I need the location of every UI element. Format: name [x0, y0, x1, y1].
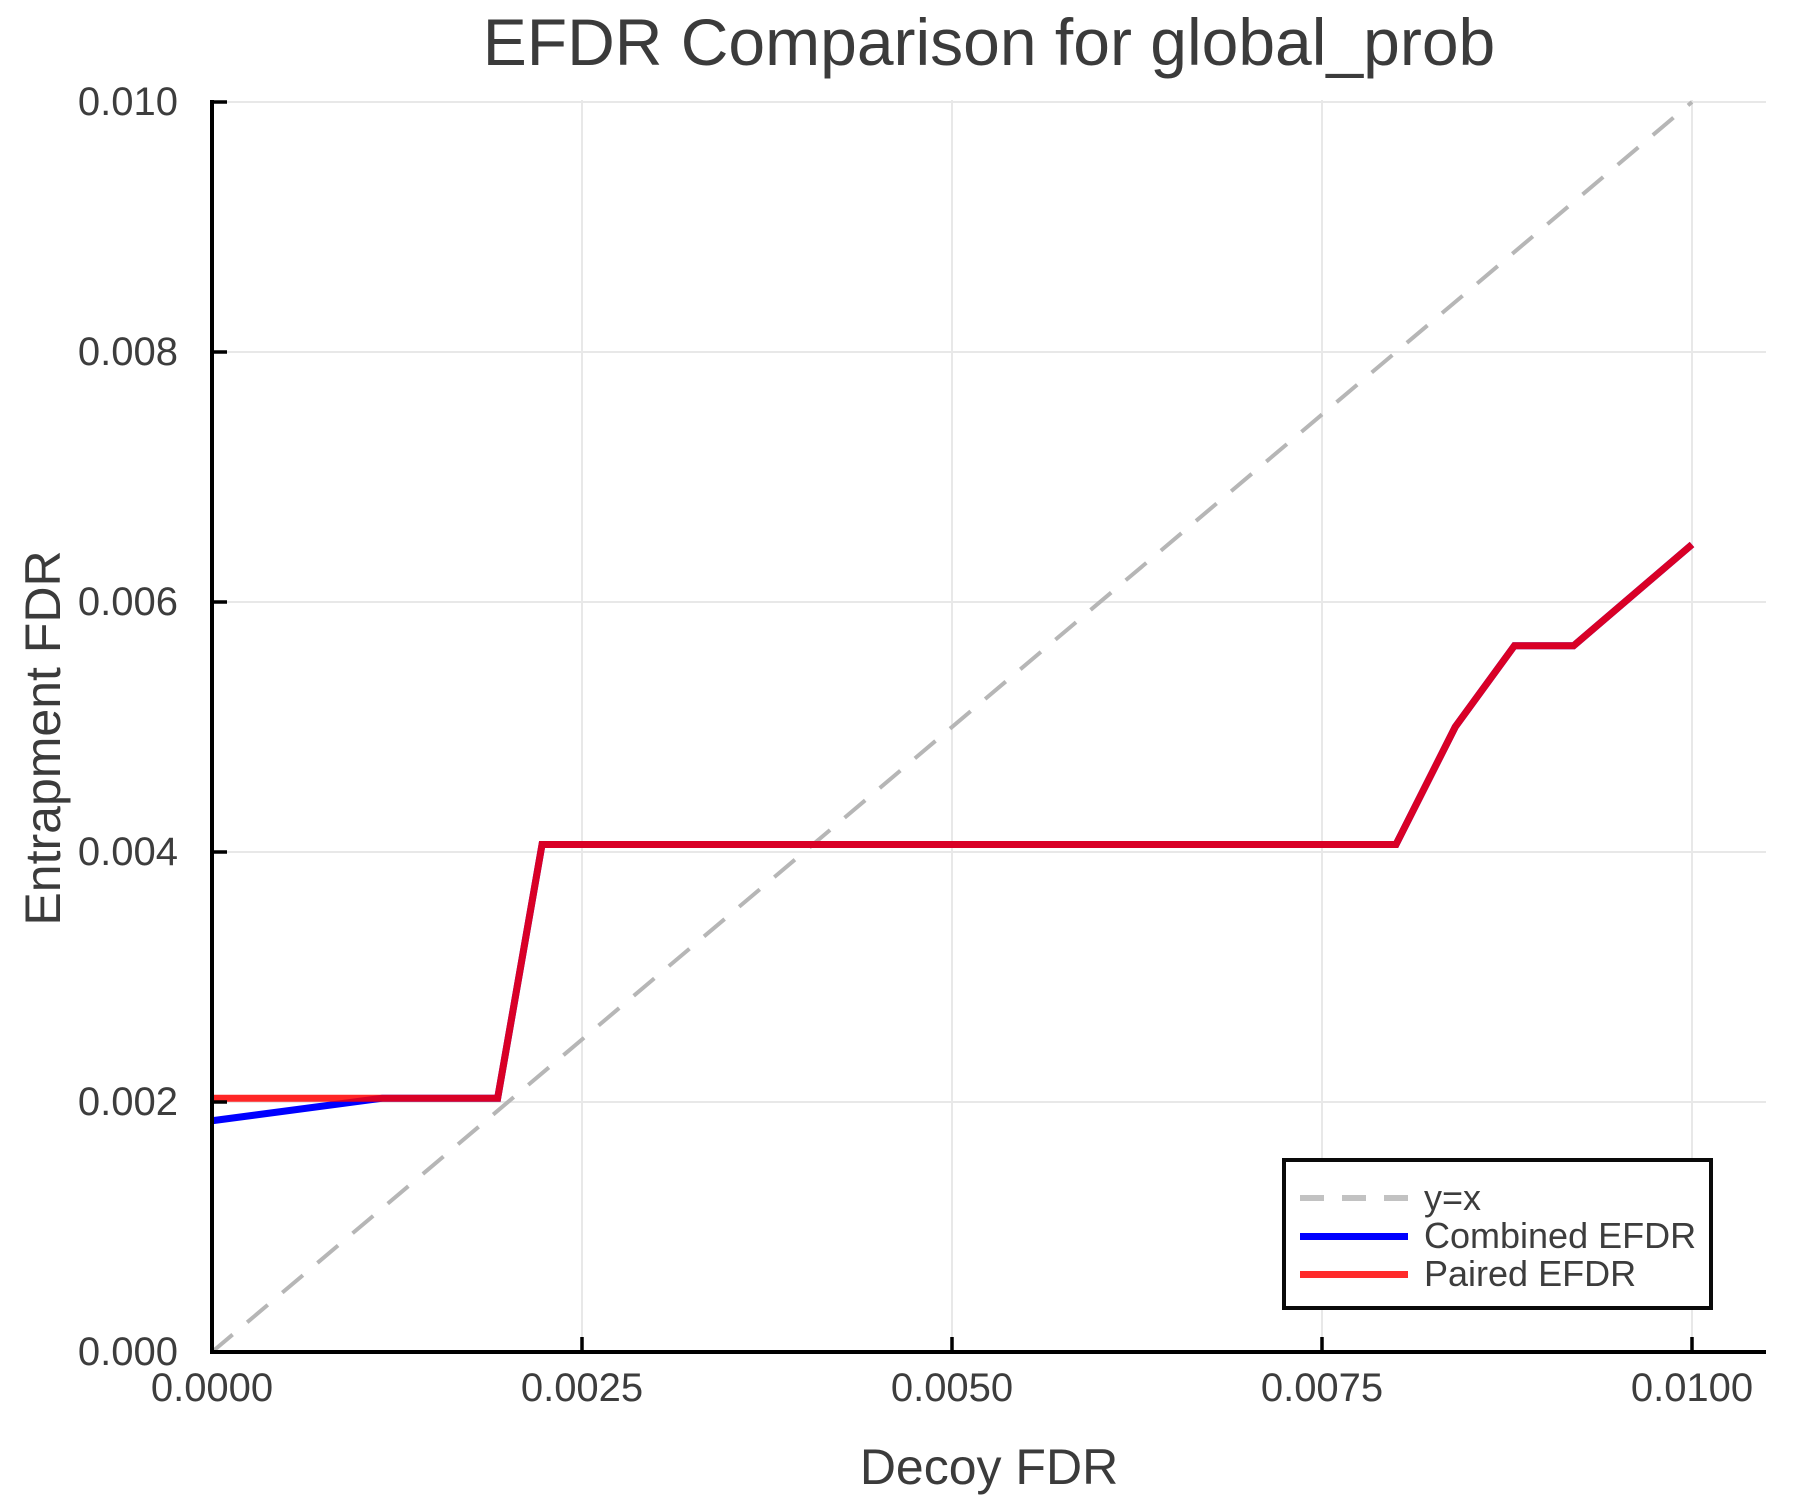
y-tick-label: 0.004	[77, 830, 178, 874]
y-tick-label: 0.006	[77, 580, 178, 624]
x-tick-label: 0.0075	[1260, 1366, 1384, 1410]
series-line-y-x	[210, 100, 1694, 1354]
dashed-line-swatch	[1300, 1195, 1408, 1201]
series-line-paired-efdr	[212, 541, 1695, 1102]
paired-line-swatch	[1300, 1270, 1408, 1278]
legend-entry-paired: Paired EFDR	[1286, 1253, 1709, 1294]
legend-entry-combined: Combined EFDR	[1286, 1215, 1709, 1256]
legend-label: Combined EFDR	[1424, 1215, 1697, 1256]
combined-line-swatch	[1300, 1232, 1408, 1240]
legend-label: y=x	[1424, 1177, 1482, 1218]
y-tick-label: 0.002	[77, 1080, 178, 1124]
legend-label: Paired EFDR	[1424, 1253, 1637, 1294]
x-tick-label: 0.0000	[150, 1366, 274, 1410]
x-axis-title: Decoy FDR	[859, 1439, 1119, 1495]
y-tick-label: 0.000	[77, 1330, 178, 1374]
y-tick-label: 0.008	[77, 330, 178, 374]
legend-box: y=x Combined EFDR Paired EFDR	[1282, 1158, 1713, 1310]
y-tick-label: 0.010	[77, 80, 178, 124]
x-tick-label: 0.0100	[1630, 1366, 1754, 1410]
chart-title: EFDR Comparison for global_prob	[482, 5, 1496, 79]
legend-entry-yx: y=x	[1286, 1177, 1709, 1218]
x-tick-label: 0.0050	[890, 1366, 1014, 1410]
x-tick-label: 0.0025	[520, 1366, 644, 1410]
